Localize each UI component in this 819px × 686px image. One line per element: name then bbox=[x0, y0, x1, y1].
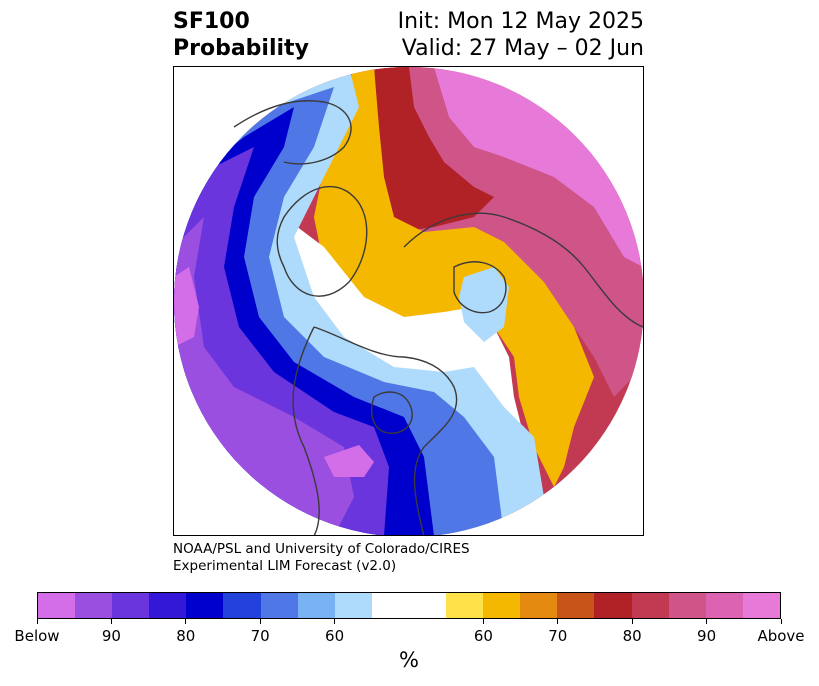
title-right: Init: Mon 12 May 2025 Valid: 27 May – 02… bbox=[398, 8, 644, 62]
credit-text: NOAA/PSL and University of Colorado/CIRE… bbox=[173, 541, 470, 575]
probability-fill bbox=[174, 67, 643, 535]
colorbar-tick-label: 80 bbox=[176, 627, 196, 645]
colorbar-segment bbox=[149, 593, 187, 618]
colorbar-tick bbox=[706, 619, 708, 624]
colorbar-segment bbox=[334, 593, 372, 618]
title-variable: SF100 bbox=[173, 9, 250, 34]
colorbar-tick bbox=[482, 619, 484, 624]
colorbar-segment bbox=[371, 593, 447, 618]
colorbar-tick-label: 90 bbox=[697, 627, 717, 645]
coastline-greenland bbox=[276, 186, 368, 297]
coastline-north-america bbox=[292, 326, 458, 535]
polar-map bbox=[173, 66, 644, 536]
credit-line-2: Experimental LIM Forecast (v2.0) bbox=[173, 558, 397, 574]
below-contour-extreme bbox=[174, 267, 199, 347]
colorbar-segment bbox=[742, 593, 780, 618]
init-date: Init: Mon 12 May 2025 bbox=[397, 9, 644, 34]
colorbar-tick bbox=[36, 619, 38, 624]
colorbar-tick bbox=[780, 619, 782, 624]
colorbar-segment bbox=[705, 593, 743, 618]
colorbar-segment bbox=[112, 593, 150, 618]
colorbar-segment bbox=[520, 593, 558, 618]
colorbar-tick bbox=[334, 619, 336, 624]
colorbar-tick bbox=[185, 619, 187, 624]
colorbar-segment bbox=[446, 593, 484, 618]
colorbar-tick-label: Below bbox=[14, 627, 60, 645]
above-contour-75 bbox=[369, 67, 494, 232]
colorbar-tick-label: 70 bbox=[548, 627, 568, 645]
colorbar-segment bbox=[631, 593, 669, 618]
colorbar-tick-label: 60 bbox=[473, 627, 493, 645]
coastline-hudson-bay bbox=[371, 391, 413, 434]
coastline-alaska-siberia bbox=[233, 100, 352, 165]
colorbar-segment bbox=[186, 593, 224, 618]
colorbar-segment bbox=[223, 593, 261, 618]
valid-range: Valid: 27 May – 02 Jun bbox=[401, 36, 644, 61]
colorbar-segment bbox=[260, 593, 298, 618]
below-contour-extreme-pocket bbox=[324, 445, 374, 477]
colorbar-segment bbox=[557, 593, 595, 618]
colorbar-tick bbox=[259, 619, 261, 624]
colorbar-tick-label: 70 bbox=[250, 627, 270, 645]
colorbar-tick-label: 80 bbox=[622, 627, 642, 645]
colorbar-segment bbox=[75, 593, 113, 618]
colorbar-tick bbox=[557, 619, 559, 624]
colorbar-tick-label: Above bbox=[757, 627, 805, 645]
colorbar-tick bbox=[631, 619, 633, 624]
colorbar bbox=[37, 592, 781, 619]
probability-map bbox=[174, 67, 643, 535]
colorbar-tick bbox=[110, 619, 112, 624]
title-product: Probability bbox=[173, 36, 309, 61]
colorbar-tick-label: 90 bbox=[101, 627, 121, 645]
title-left: SF100 Probability bbox=[173, 8, 309, 62]
colorbar-unit-label: % bbox=[399, 648, 419, 672]
coastline-eurasia bbox=[403, 212, 643, 328]
colorbar-segment bbox=[594, 593, 632, 618]
colorbar-segment bbox=[668, 593, 706, 618]
coastlines bbox=[233, 100, 643, 535]
colorbar-segment bbox=[297, 593, 335, 618]
below-contour-55-pocket bbox=[459, 267, 509, 342]
colorbar-tick-label: 60 bbox=[325, 627, 345, 645]
credit-line-1: NOAA/PSL and University of Colorado/CIRE… bbox=[173, 541, 470, 557]
colorbar-segment bbox=[483, 593, 521, 618]
colorbar-segment bbox=[38, 593, 76, 618]
